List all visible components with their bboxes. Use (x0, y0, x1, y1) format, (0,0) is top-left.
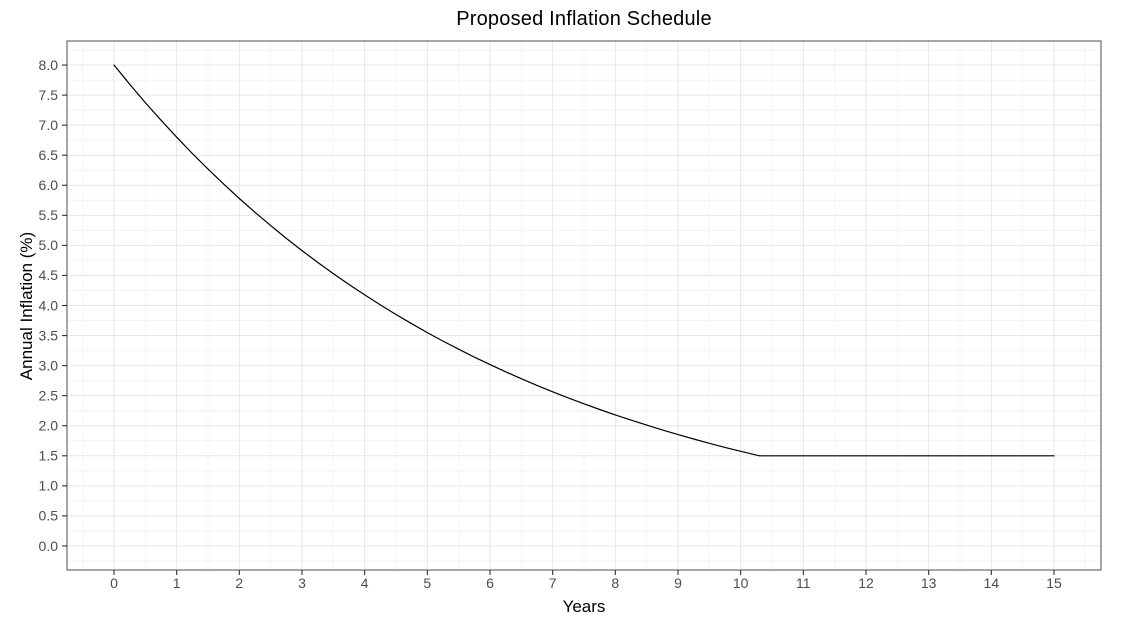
x-tick-label: 10 (733, 575, 749, 591)
x-tick-label: 11 (796, 575, 811, 591)
x-tick-label: 6 (486, 575, 494, 591)
y-tick-label: 3.0 (39, 357, 59, 373)
x-tick-label: 13 (921, 575, 937, 591)
x-tick-label: 3 (298, 575, 306, 591)
y-tick-label: 7.0 (39, 117, 59, 133)
y-tick-label: 0.0 (39, 538, 59, 554)
x-tick-label: 12 (858, 575, 874, 591)
y-tick-label: 0.5 (39, 508, 59, 524)
y-tick-label: 4.0 (39, 297, 59, 313)
y-tick-label: 5.0 (39, 237, 59, 253)
y-tick-label: 2.5 (39, 387, 59, 403)
x-tick-label: 4 (361, 575, 369, 591)
x-tick-label: 15 (1046, 575, 1062, 591)
y-tick-label: 1.5 (39, 448, 59, 464)
y-tick-label: 8.0 (39, 57, 59, 73)
inflation-line (113, 64, 1055, 457)
y-tick-label: 6.5 (39, 147, 59, 163)
x-axis-title: Years (562, 597, 606, 616)
y-tick-label: 4.5 (39, 267, 59, 283)
x-tick-label: 2 (235, 575, 243, 591)
x-tick-label: 9 (674, 575, 682, 591)
x-tick-label: 5 (423, 575, 431, 591)
x-tick-label: 1 (173, 575, 181, 591)
x-tick-label: 8 (611, 575, 619, 591)
y-tick-label: 3.5 (39, 327, 59, 343)
x-tick-label: 14 (984, 575, 1000, 591)
x-tick-label: 7 (549, 575, 557, 591)
y-tick-label: 7.5 (39, 87, 59, 103)
y-tick-label: 1.0 (39, 478, 59, 494)
chart-title: Proposed Inflation Schedule (456, 8, 712, 30)
x-tick-label: 0 (110, 575, 118, 591)
y-tick-label: 6.0 (39, 177, 59, 193)
y-tick-label: 5.5 (39, 207, 59, 223)
y-tick-label: 2.0 (39, 418, 59, 434)
